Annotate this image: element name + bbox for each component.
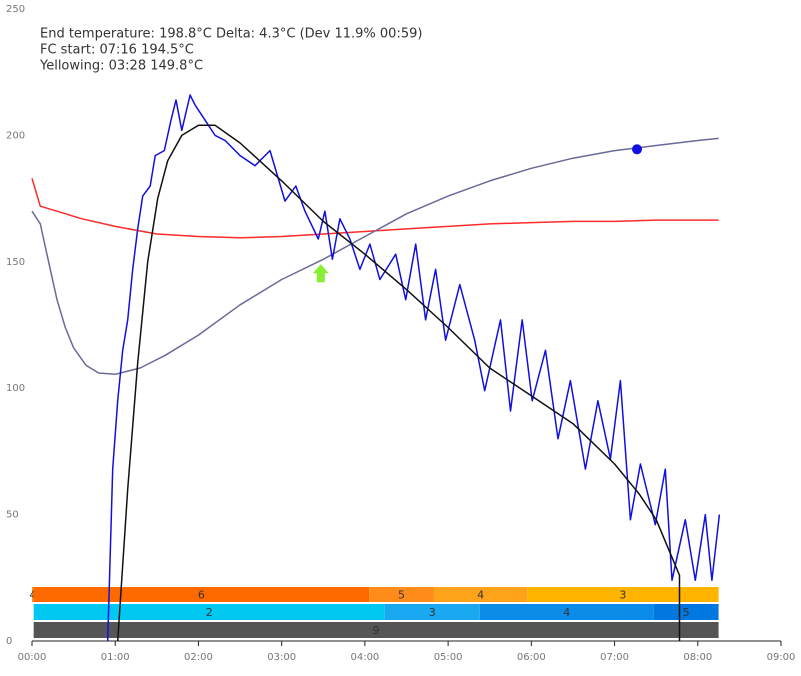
phase-band (33, 604, 385, 620)
y-tick-label: 50 (6, 510, 19, 521)
phase-label: 3 (619, 589, 626, 602)
phase-band (384, 604, 480, 620)
x-tick-label: 06:00 (517, 652, 546, 663)
x-tick-label: 03:00 (267, 652, 296, 663)
series-line (116, 124, 681, 642)
phase-band (433, 587, 528, 602)
phase-label: 4 (563, 606, 570, 619)
phase-label: 6 (198, 589, 205, 602)
phase-label: 3 (429, 606, 436, 619)
x-tick-label: 05:00 (434, 652, 463, 663)
series-line (31, 178, 719, 239)
series-line (106, 94, 721, 642)
x-tick-label: 04:00 (350, 652, 379, 663)
annotation: FC start: 07:16 194.5°C (40, 43, 194, 58)
y-tick-label: 250 (6, 4, 25, 15)
phase-label: 5 (398, 589, 405, 602)
y-tick-label: 100 (6, 383, 25, 394)
x-tick-label: 01:00 (101, 652, 130, 663)
series-line (31, 137, 719, 376)
phase-band (653, 604, 719, 620)
phase-band (527, 587, 719, 602)
y-tick-label: 150 (6, 257, 25, 268)
phase-band (32, 587, 34, 602)
phase-band (33, 587, 370, 602)
x-tick-label: 00:00 (18, 652, 47, 663)
phase-label: 2 (206, 606, 213, 619)
phase-band (369, 587, 434, 602)
x-tick-label: 08:00 (683, 652, 712, 663)
phase-band (33, 622, 719, 638)
event-marker (632, 144, 643, 155)
phase-band (479, 604, 654, 620)
x-tick-label: 07:00 (600, 652, 629, 663)
annotation: Yellowing: 03:28 149.8°C (39, 59, 203, 74)
x-tick-label: 09:00 (767, 652, 796, 663)
phase-label: 4 (477, 589, 484, 602)
phase-label: 5 (683, 606, 690, 619)
x-tick-label: 02:00 (184, 652, 213, 663)
phase-label: 4 (29, 589, 36, 602)
annotation: End temperature: 198.8°C Delta: 4.3°C (D… (40, 27, 422, 42)
event-marker (312, 264, 329, 283)
phase-label: 9 (373, 624, 380, 637)
y-tick-label: 0 (6, 636, 12, 647)
y-tick-label: 200 (6, 130, 25, 141)
